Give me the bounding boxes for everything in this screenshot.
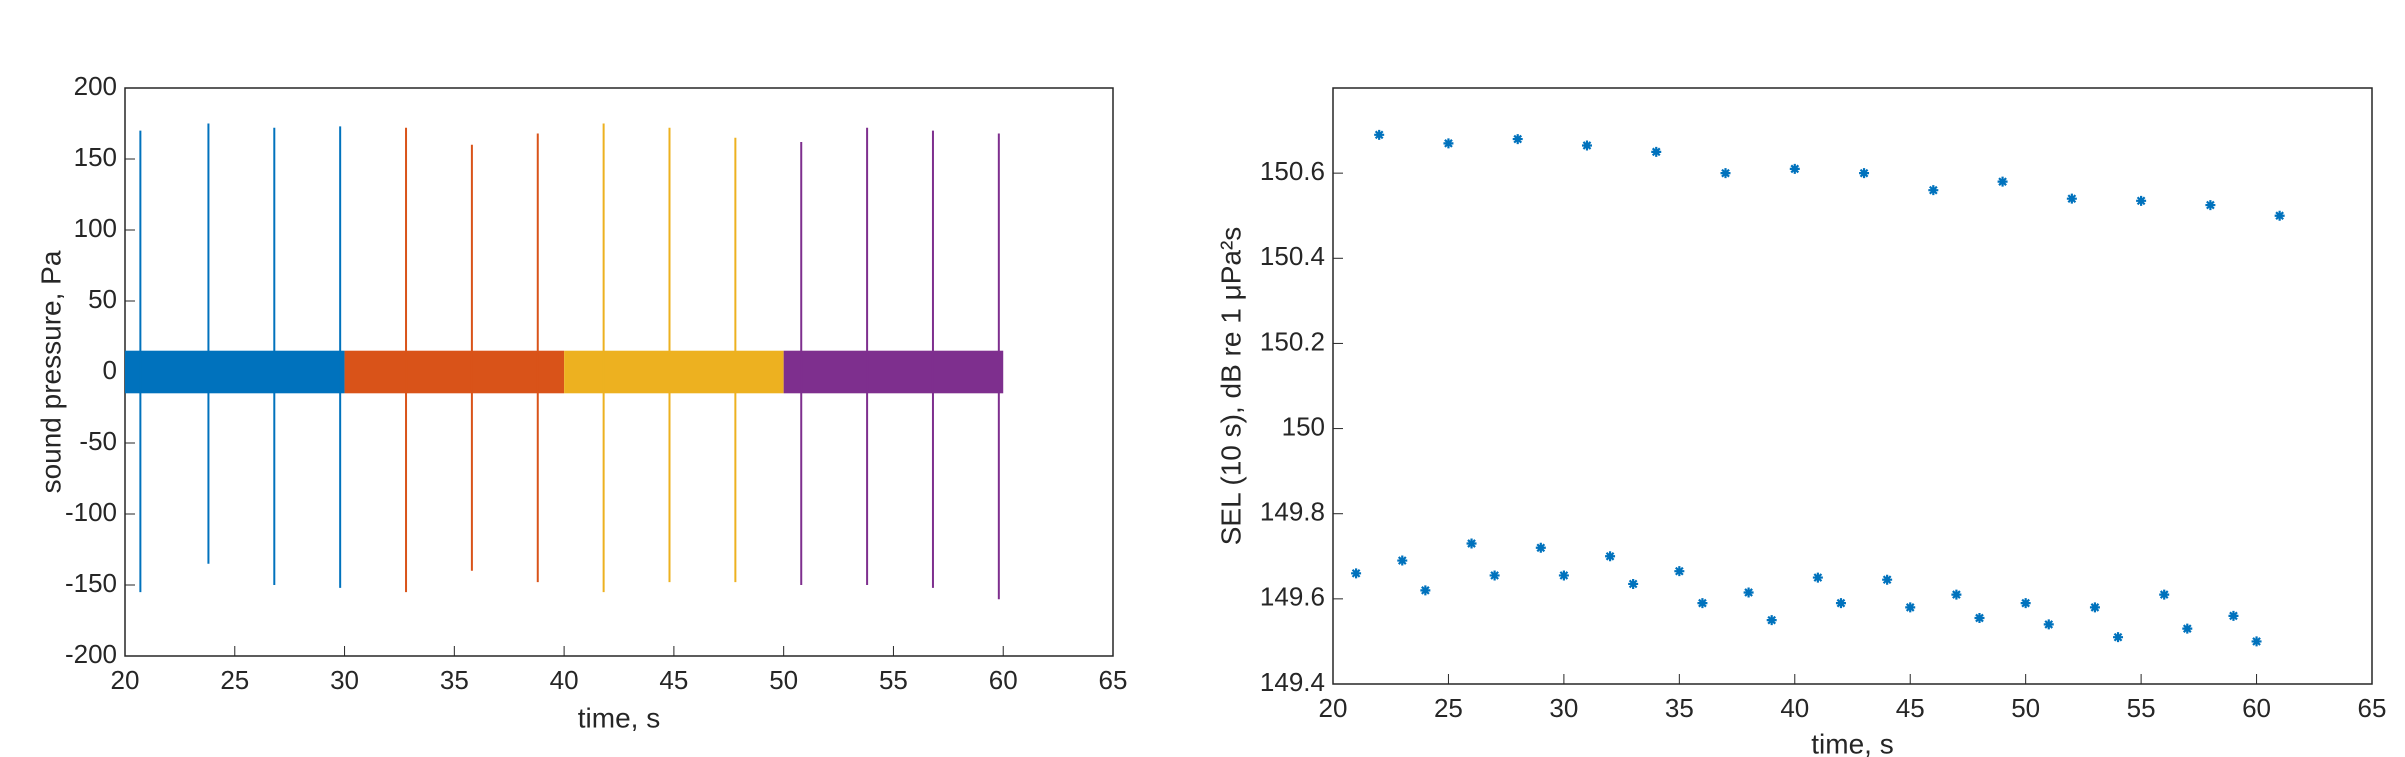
point: [1558, 570, 1569, 581]
point: [1766, 615, 1777, 626]
noise-band: [344, 350, 565, 394]
x-tick-label: 55: [879, 665, 908, 695]
y-tick-label: 0: [103, 355, 117, 385]
y-tick-label: 100: [74, 213, 117, 243]
x-tick-label: 55: [2127, 693, 2156, 723]
point: [2182, 623, 2193, 634]
x-tick-label: 25: [1434, 693, 1463, 723]
point: [1743, 587, 1754, 598]
point: [1882, 574, 1893, 585]
y-tick-label: -150: [65, 568, 117, 598]
point: [1812, 572, 1823, 583]
x-axis-label: time, s: [578, 702, 660, 733]
y-tick-label: 149.6: [1260, 582, 1325, 612]
x-axis-label: time, s: [1811, 728, 1893, 757]
point: [2043, 619, 2054, 630]
noise-band: [125, 350, 345, 394]
x-tick-label: 60: [2242, 693, 2271, 723]
point: [2066, 193, 2077, 204]
point: [2020, 598, 2031, 609]
y-tick-label: 200: [74, 71, 117, 101]
point: [1905, 602, 1916, 613]
y-tick-label: 150.6: [1260, 156, 1325, 186]
point: [1605, 551, 1616, 562]
point: [1859, 168, 1870, 179]
point: [2159, 589, 2170, 600]
x-tick-label: 45: [659, 665, 688, 695]
point: [1928, 185, 1939, 196]
point: [1512, 134, 1523, 145]
point: [1789, 163, 1800, 174]
x-tick-label: 65: [1099, 665, 1128, 695]
x-tick-label: 35: [440, 665, 469, 695]
point: [1443, 138, 1454, 149]
x-tick-label: 65: [2358, 693, 2387, 723]
noise-band: [564, 350, 784, 394]
point: [2113, 632, 2124, 643]
point: [2228, 610, 2239, 621]
point: [1997, 176, 2008, 187]
point: [2274, 210, 2285, 221]
point: [1951, 589, 1962, 600]
point: [1535, 542, 1546, 553]
point: [1974, 613, 1985, 624]
point: [1466, 538, 1477, 549]
x-tick-label: 40: [1780, 693, 1809, 723]
point: [1420, 585, 1431, 596]
x-tick-label: 30: [1549, 693, 1578, 723]
x-tick-label: 50: [2011, 693, 2040, 723]
y-tick-label: -200: [65, 639, 117, 669]
y-tick-label: -100: [65, 497, 117, 527]
point: [1581, 140, 1592, 151]
point: [1720, 168, 1731, 179]
point: [1835, 598, 1846, 609]
x-tick-label: 50: [769, 665, 798, 695]
y-tick-label: 149.4: [1260, 667, 1325, 697]
y-tick-label: 150: [74, 142, 117, 172]
y-axis-label: sound pressure, Pa: [35, 250, 66, 493]
x-tick-label: 30: [330, 665, 359, 695]
x-tick-label: 45: [1896, 693, 1925, 723]
x-tick-label: 40: [550, 665, 579, 695]
y-tick-label: 149.8: [1260, 497, 1325, 527]
point: [2205, 200, 2216, 211]
x-tick-label: 25: [220, 665, 249, 695]
x-tick-label: 20: [111, 665, 140, 695]
noise-band: [783, 350, 1004, 394]
point: [1489, 570, 1500, 581]
point: [2136, 195, 2147, 206]
y-tick-label: 150.2: [1260, 326, 1325, 356]
y-tick-label: 150.4: [1260, 241, 1325, 271]
point: [1651, 146, 1662, 157]
x-tick-label: 35: [1665, 693, 1694, 723]
y-tick-label: 50: [88, 284, 117, 314]
y-axis-label: SEL (10 s), dB re 1 μPa²s: [1215, 227, 1246, 546]
plot-area: [1332, 87, 2373, 685]
point: [2089, 602, 2100, 613]
y-tick-label: 150: [1282, 411, 1325, 441]
point: [1374, 129, 1385, 140]
y-tick-label: -50: [79, 426, 117, 456]
point: [1351, 568, 1362, 579]
x-tick-label: 20: [1319, 693, 1348, 723]
point: [1674, 566, 1685, 577]
point: [2251, 636, 2262, 647]
point: [1397, 555, 1408, 566]
point: [1697, 598, 1708, 609]
point: [1628, 578, 1639, 589]
x-tick-label: 60: [989, 665, 1018, 695]
